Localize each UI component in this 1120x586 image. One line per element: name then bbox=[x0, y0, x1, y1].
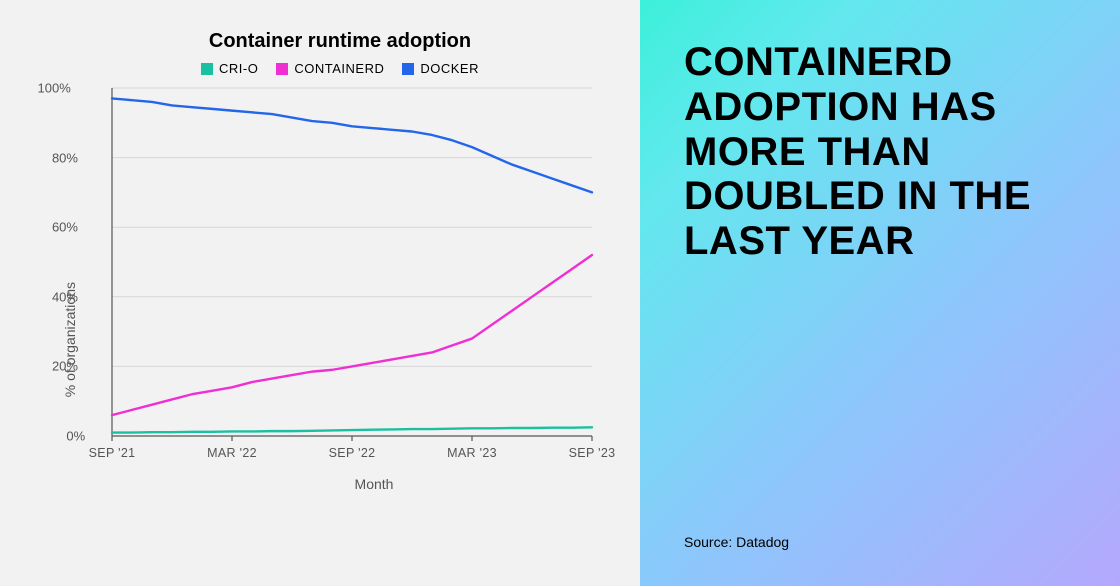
y-tick-label: 0% bbox=[66, 429, 85, 444]
chart-title: Container runtime adoption bbox=[70, 30, 610, 53]
x-tick-label: SEP '23 bbox=[569, 446, 616, 460]
y-tick-label: 20% bbox=[52, 359, 78, 374]
callout-panel: CONTAINERD ADOPTION HAS MORE THAN DOUBLE… bbox=[640, 0, 1120, 586]
y-tick-label: 60% bbox=[52, 220, 78, 235]
y-tick-label: 100% bbox=[38, 81, 71, 96]
legend-swatch-docker bbox=[402, 63, 414, 75]
y-tick-label: 40% bbox=[52, 289, 78, 304]
callout-headline: CONTAINERD ADOPTION HAS MORE THAN DOUBLE… bbox=[684, 40, 1076, 264]
legend-item-docker: DOCKER bbox=[402, 61, 479, 76]
callout-source: Source: Datadog bbox=[684, 534, 789, 550]
legend-swatch-containerd bbox=[276, 63, 288, 75]
chart-legend: CRI-O CONTAINERD DOCKER bbox=[70, 61, 610, 76]
x-tick-label: SEP '21 bbox=[89, 446, 136, 460]
x-tick-label: SEP '22 bbox=[329, 446, 376, 460]
y-tick-label: 80% bbox=[52, 150, 78, 165]
series-line-containerd bbox=[112, 255, 592, 415]
chart-panel: Container runtime adoption CRI-O CONTAIN… bbox=[0, 0, 640, 586]
legend-swatch-crio bbox=[201, 63, 213, 75]
plot-area: % of organizations 0%20%40%60%80%100% SE… bbox=[78, 82, 610, 482]
legend-label-containerd: CONTAINERD bbox=[294, 61, 384, 76]
x-tick-label: MAR '23 bbox=[447, 446, 497, 460]
legend-item-crio: CRI-O bbox=[201, 61, 258, 76]
legend-label-docker: DOCKER bbox=[420, 61, 479, 76]
x-tick-label: MAR '22 bbox=[207, 446, 257, 460]
series-line-cri-o bbox=[112, 427, 592, 432]
infographic-container: Container runtime adoption CRI-O CONTAIN… bbox=[0, 0, 1120, 586]
series-line-docker bbox=[112, 98, 592, 192]
x-axis-label: Month bbox=[138, 476, 610, 492]
legend-label-crio: CRI-O bbox=[219, 61, 258, 76]
line-chart-svg bbox=[78, 82, 598, 442]
legend-item-containerd: CONTAINERD bbox=[276, 61, 384, 76]
